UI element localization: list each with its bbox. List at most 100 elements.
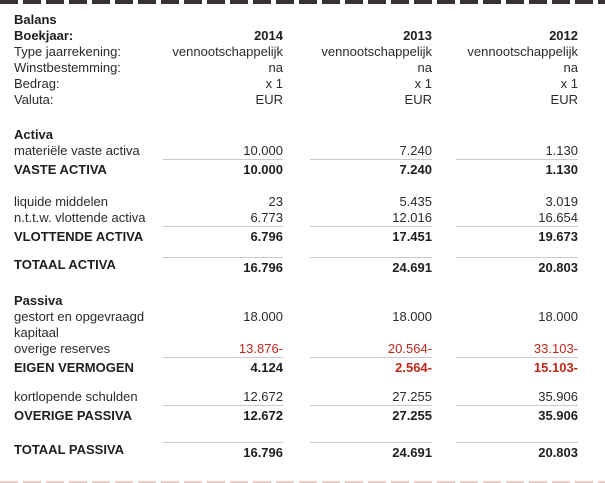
total-row-totaal-activa: TOTAAL ACTIVA 16.796 24.691 20.803	[14, 257, 578, 276]
total-row-overige-passiva: OVERIGE PASSIVA 12.672 27.255 35.906	[14, 408, 578, 424]
negative-value-text: 20.564-	[310, 341, 432, 358]
value-text: 6.796	[250, 229, 283, 244]
row-label: kortlopende schulden	[14, 389, 138, 404]
value-text: 16.796	[163, 257, 283, 276]
value-cell: 5.435	[283, 194, 432, 210]
value-cell: 13.876-	[163, 341, 283, 358]
bottom-dashed-border	[0, 481, 605, 483]
row-label: Type jaarrekening:	[14, 44, 121, 59]
table-row-nttw-vlottende-activa: n.t.t.w. vlottende activa 6.773 12.016 1…	[14, 210, 578, 227]
value-cell: vennootschappelijk	[432, 44, 578, 60]
value-cell: 16.796	[163, 257, 283, 276]
row-label: Bedrag:	[14, 76, 60, 91]
table-row-materiele-vaste-activa: materiële vaste activa 10.000 7.240 1.13…	[14, 143, 578, 160]
value-text: 1.130	[456, 143, 578, 160]
value-text: 24.691	[310, 442, 432, 461]
row-label: materiële vaste activa	[14, 143, 140, 158]
value-cell: 18.000	[283, 309, 432, 341]
value-text: 17.451	[392, 229, 432, 244]
empty-cell	[283, 127, 432, 143]
section-title: Passiva	[14, 293, 63, 308]
value-cell: na	[283, 60, 432, 76]
row-label: TOTAAL ACTIVA	[14, 257, 116, 272]
value-cell: 19.673	[432, 229, 578, 245]
table-row-bedrag: Bedrag: x 1 x 1 x 1	[14, 76, 578, 92]
value-text: na	[563, 60, 578, 75]
value-text: 16.654	[456, 210, 578, 227]
value-cell: 4.124	[163, 360, 283, 376]
value-cell: 10.000	[163, 162, 283, 178]
value-text: 20.803	[456, 442, 578, 461]
value-text: x 1	[265, 76, 283, 91]
year-2013: 2013	[403, 28, 432, 43]
table-row-type-jaarrekening: Type jaarrekening: vennootschappelijk ve…	[14, 44, 578, 60]
value-cell: 35.906	[432, 408, 578, 424]
value-text: vennootschappelijk	[172, 44, 283, 59]
value-cell: x 1	[163, 76, 283, 92]
value-text: 27.255	[392, 408, 432, 423]
value-text: EUR	[404, 92, 432, 107]
value-cell: 6.773	[163, 210, 283, 227]
value-cell: 16.796	[163, 442, 283, 461]
value-cell: 27.255	[283, 408, 432, 424]
value-text: na	[268, 60, 283, 75]
empty-cell	[163, 293, 283, 309]
section-title: Activa	[14, 127, 54, 142]
table-row-overige-reserves: overige reserves 13.876- 20.564- 33.103-	[14, 341, 578, 358]
page-title: Balans	[14, 12, 57, 27]
value-cell: 24.691	[283, 257, 432, 276]
total-row-vlottende-activa: VLOTTENDE ACTIVA 6.796 17.451 19.673	[14, 229, 578, 245]
value-cell: 1.130	[432, 143, 578, 160]
empty-cell	[163, 127, 283, 143]
value-text: 18.000	[243, 309, 283, 324]
row-label: gestort en opgevraagd kapitaal	[14, 309, 145, 340]
balance-sheet-table: Balans Boekjaar: 2014 2013 2012 Type jaa…	[14, 12, 578, 461]
value-cell: 16.654	[432, 210, 578, 227]
value-text: x 1	[560, 76, 578, 91]
total-row-vaste-activa: VASTE ACTIVA 10.000 7.240 1.130	[14, 162, 578, 178]
value-cell: vennootschappelijk	[283, 44, 432, 60]
row-label: OVERIGE PASSIVA	[14, 408, 132, 423]
table-row-valuta: Valuta: EUR EUR EUR	[14, 92, 578, 108]
empty-cell	[432, 12, 578, 28]
row-label: overige reserves	[14, 341, 111, 356]
value-cell: 20.803	[432, 442, 578, 461]
value-cell: x 1	[283, 76, 432, 92]
value-cell: 35.906	[432, 389, 578, 406]
value-cell: 18.000	[432, 309, 578, 341]
value-cell: 2.564-	[283, 360, 432, 376]
row-label: Winstbestemming:	[14, 60, 121, 75]
negative-value-text: 2.564-	[395, 360, 432, 375]
year-column-header: 2014	[163, 28, 283, 44]
row-label: n.t.t.w. vlottende activa	[14, 210, 146, 225]
value-cell: 24.691	[283, 442, 432, 461]
value-text: 10.000	[243, 162, 283, 177]
value-text: na	[417, 60, 432, 75]
value-cell: 17.451	[283, 229, 432, 245]
value-cell: x 1	[432, 76, 578, 92]
value-cell: na	[163, 60, 283, 76]
value-text: 12.016	[310, 210, 432, 227]
value-cell: EUR	[163, 92, 283, 108]
value-cell: 20.564-	[283, 341, 432, 358]
value-cell: EUR	[432, 92, 578, 108]
value-cell: 15.103-	[432, 360, 578, 376]
value-cell: 12.016	[283, 210, 432, 227]
table-title-row: Balans	[14, 12, 578, 28]
total-row-totaal-passiva: TOTAAL PASSIVA 16.796 24.691 20.803	[14, 442, 578, 461]
value-text: 5.435	[399, 194, 432, 209]
value-text: 35.906	[456, 389, 578, 406]
value-text: 7.240	[310, 143, 432, 160]
value-text: 18.000	[538, 309, 578, 324]
value-cell: 12.672	[163, 389, 283, 406]
row-label: TOTAAL PASSIVA	[14, 442, 125, 457]
value-cell: 20.803	[432, 257, 578, 276]
value-text: 6.773	[163, 210, 283, 227]
value-cell: 10.000	[163, 143, 283, 160]
value-cell: 18.000	[163, 309, 283, 341]
value-text: vennootschappelijk	[321, 44, 432, 59]
value-text: 27.255	[310, 389, 432, 406]
total-row-eigen-vermogen: EIGEN VERMOGEN 4.124 2.564- 15.103-	[14, 360, 578, 376]
value-text: vennootschappelijk	[467, 44, 578, 59]
